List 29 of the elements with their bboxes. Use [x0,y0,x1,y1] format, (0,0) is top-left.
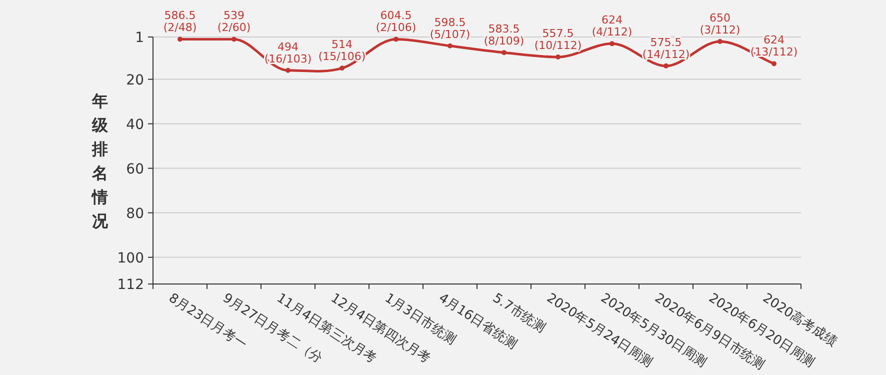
point [286,68,290,73]
point [394,36,398,42]
point [610,41,614,46]
point [178,36,182,42]
y-tick-label: 112 [117,277,144,293]
point [502,50,506,56]
point [232,36,236,42]
data-label: 586.5 (2/48) [163,9,197,34]
data-label: 650 (3/112) [700,11,740,36]
point [772,61,776,66]
point [718,38,722,44]
data-label: 557.5 (10/112) [534,27,582,52]
y-axis-title: 年级排名情况 [91,92,109,230]
data-label: 539 (2/60) [217,9,251,34]
y-tick-label: 20 [126,72,144,88]
point [556,54,560,60]
data-label: 583.5 (8/109) [484,22,524,48]
y-tick-label: 80 [126,206,144,222]
y-tick-label: 60 [126,161,144,178]
data-label: 575.5 (14/112) [642,36,690,61]
point [448,43,452,48]
y-tick-label: 1 [135,30,144,46]
y-tick-label: 40 [126,116,144,133]
data-label: 624 (4/112) [592,14,632,39]
point [664,63,668,68]
data-label: 604.5 (2/106) [376,9,416,34]
data-label: 598.5 (5/107) [430,16,470,41]
y-tick-label: 100 [117,250,144,266]
point [340,66,344,71]
